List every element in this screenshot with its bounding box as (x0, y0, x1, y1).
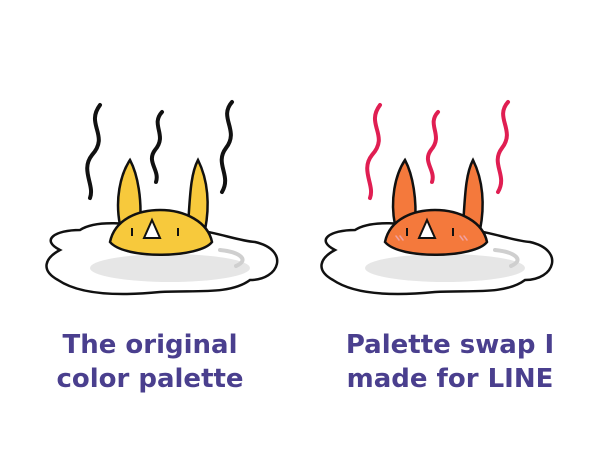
right-ear (186, 157, 209, 232)
yolk-body (108, 208, 214, 256)
left-ear (391, 157, 417, 227)
panel-palette-swap: Palette swap I made for LINE (300, 0, 600, 450)
caption-palette-swap: Palette swap I made for LINE (300, 328, 600, 396)
caption-original: The original color palette (0, 328, 300, 396)
left-ear (116, 157, 142, 227)
egg-character-illustration (320, 100, 554, 296)
yolk-body (383, 208, 489, 256)
caption-line-2: made for LINE (346, 364, 554, 394)
caption-line-2: color palette (56, 364, 244, 394)
cheeks (395, 235, 468, 241)
caption-line-1: Palette swap I (345, 330, 555, 360)
steam-icon (365, 100, 510, 200)
steam-icon (85, 100, 234, 200)
egg-shadow (365, 254, 525, 282)
egg-character-illustration (45, 100, 279, 296)
nose (142, 217, 162, 239)
panel-original: The original color palette (0, 100, 300, 396)
caption-line-1: The original (62, 330, 238, 360)
nose (417, 217, 437, 239)
egg-shadow (90, 254, 250, 282)
right-ear (461, 157, 484, 232)
